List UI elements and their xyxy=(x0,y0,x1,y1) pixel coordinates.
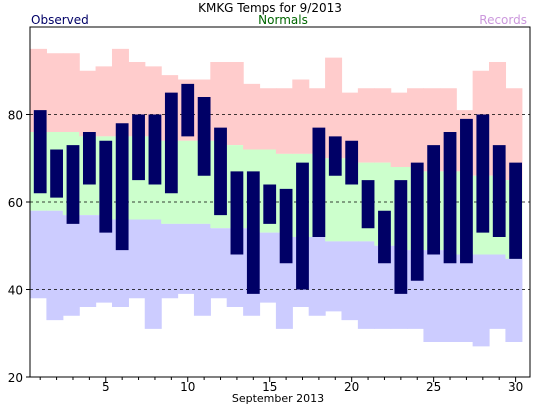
record-low-band xyxy=(210,228,228,299)
record-low-band xyxy=(423,250,441,342)
x-axis-label: September 2013 xyxy=(232,392,324,405)
record-high-band xyxy=(357,88,375,163)
record-low-band xyxy=(308,237,326,316)
observed-bar xyxy=(263,184,277,224)
record-high-band xyxy=(374,88,392,163)
record-low-band xyxy=(95,215,113,303)
record-low-band xyxy=(144,219,162,329)
legend-records: Records xyxy=(479,13,527,27)
y-tick-label: 60 xyxy=(8,196,23,210)
record-low-band xyxy=(374,245,392,329)
observed-bar xyxy=(361,180,375,229)
record-high-band xyxy=(292,79,310,154)
normal-band xyxy=(177,140,195,224)
observed-bar xyxy=(246,171,260,294)
y-tick-label: 40 xyxy=(8,284,23,298)
record-low-band xyxy=(128,219,146,299)
record-low-band xyxy=(341,241,359,321)
observed-bar xyxy=(50,149,63,198)
observed-bar xyxy=(214,127,227,216)
observed-bar xyxy=(279,188,293,264)
observed-bar xyxy=(296,162,309,290)
observed-bar xyxy=(115,123,129,251)
record-low-band xyxy=(472,254,490,347)
record-high-band xyxy=(95,66,113,137)
observed-bar xyxy=(378,210,391,264)
observed-bar xyxy=(164,92,178,194)
record-high-band xyxy=(210,62,228,141)
observed-bar xyxy=(148,114,162,185)
record-low-band xyxy=(62,215,80,316)
record-high-band xyxy=(505,88,523,181)
record-high-band xyxy=(243,83,261,150)
observed-bar xyxy=(230,171,244,255)
x-tick-label: 25 xyxy=(426,380,441,394)
x-tick-label: 20 xyxy=(344,380,359,394)
observed-bar xyxy=(492,145,506,237)
record-low-band xyxy=(456,254,474,342)
legend-observed: Observed xyxy=(31,13,89,27)
observed-bar xyxy=(181,83,195,137)
record-low-band xyxy=(505,258,523,342)
observed-bar xyxy=(328,136,342,176)
record-high-band xyxy=(259,88,277,150)
x-tick-label: 10 xyxy=(180,380,195,394)
y-tick-label: 80 xyxy=(8,109,23,123)
record-high-band xyxy=(407,88,425,167)
observed-bar xyxy=(476,114,490,233)
record-high-band xyxy=(275,88,293,154)
observed-bar xyxy=(312,127,326,237)
record-low-band xyxy=(177,223,195,294)
record-low-band xyxy=(193,223,211,316)
observed-bar xyxy=(66,145,80,224)
observed-bar xyxy=(33,110,47,194)
record-high-band xyxy=(46,53,64,132)
observed-bar xyxy=(82,132,96,185)
record-low-band xyxy=(325,241,343,312)
observed-bar xyxy=(345,140,359,185)
x-tick-label: 5 xyxy=(102,380,110,394)
record-high-band xyxy=(226,62,244,146)
record-low-band xyxy=(439,250,457,342)
observed-bar xyxy=(460,118,473,264)
observed-bar xyxy=(197,97,211,176)
y-tick-label: 20 xyxy=(8,371,23,385)
record-low-band xyxy=(46,210,64,321)
record-low-band xyxy=(79,215,97,307)
record-high-band xyxy=(390,92,408,167)
record-low-band xyxy=(259,232,277,303)
observed-bar xyxy=(394,180,408,294)
record-low-band xyxy=(161,223,179,299)
observed-bars xyxy=(33,83,522,294)
chart-title: KMKG Temps for 9/2013 xyxy=(198,1,342,15)
record-low-band xyxy=(357,241,375,329)
record-low-band xyxy=(30,210,47,299)
record-high-band xyxy=(325,57,343,159)
observed-bar xyxy=(427,145,441,255)
axes: 20 40 60 80 5 10 15 20 25 30 xyxy=(8,109,524,395)
record-high-band xyxy=(62,53,80,132)
record-low-band xyxy=(489,254,507,329)
observed-bar xyxy=(132,114,145,181)
legend-normals: Normals xyxy=(258,13,308,27)
observed-bar xyxy=(410,162,424,281)
x-tick-label: 15 xyxy=(262,380,277,394)
normal-band xyxy=(325,158,343,242)
record-high-band xyxy=(79,70,97,137)
observed-bar xyxy=(509,162,522,259)
observed-bar xyxy=(443,132,457,264)
x-tick-label: 30 xyxy=(508,380,523,394)
observed-bar xyxy=(99,140,113,233)
